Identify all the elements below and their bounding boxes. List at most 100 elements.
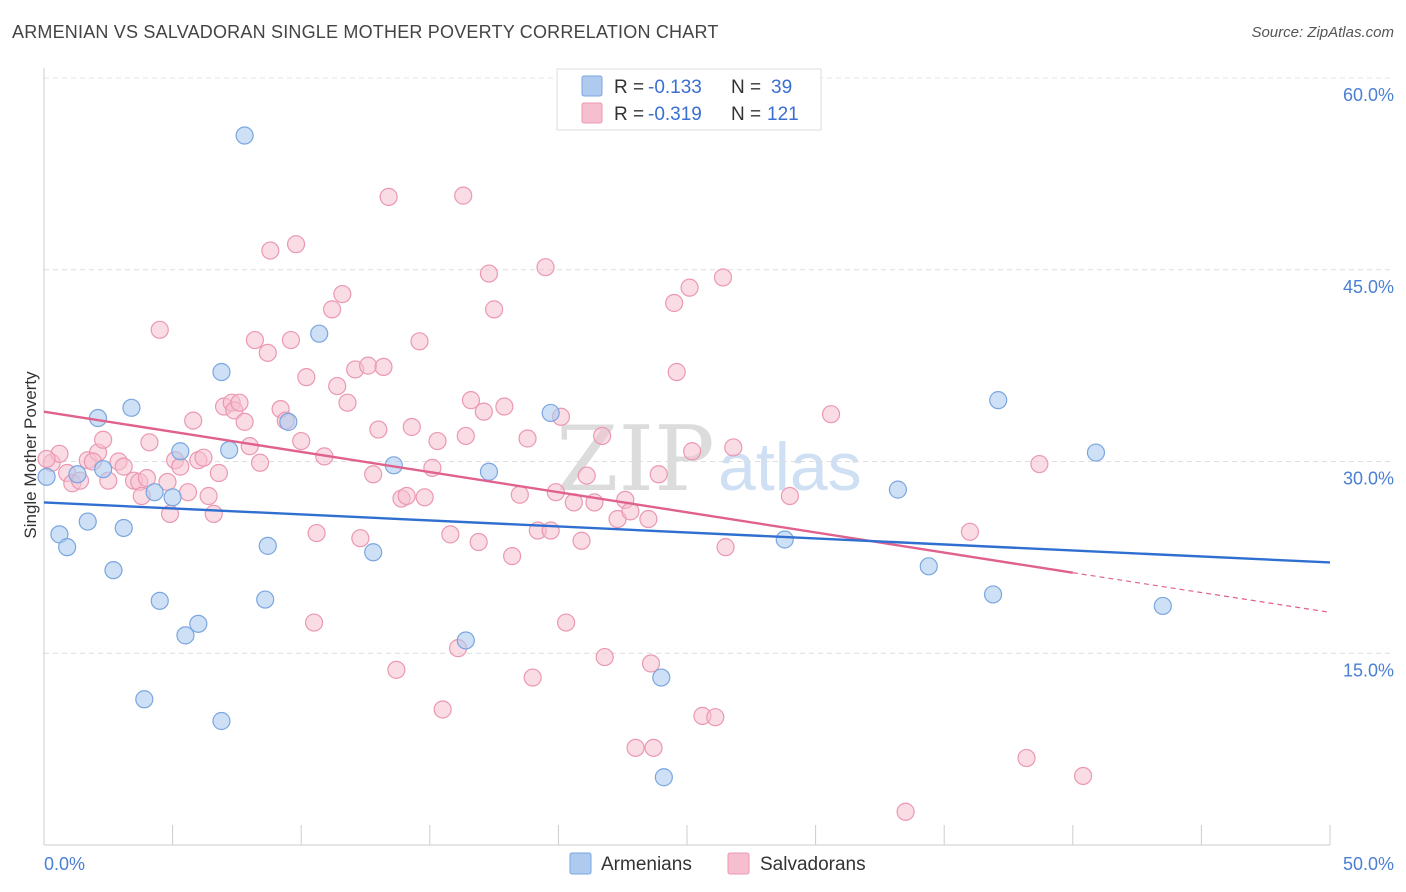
armenian-point	[654, 768, 673, 787]
chart-source: Source: ZipAtlas.com	[1251, 24, 1394, 41]
armenian-point	[58, 538, 77, 557]
salvadoran-point	[140, 433, 159, 452]
armenian-point	[163, 488, 182, 507]
salvadoran-point	[680, 278, 699, 297]
armenian-point	[775, 530, 794, 549]
salvadoran-point	[184, 411, 203, 430]
armenian-point	[456, 631, 475, 650]
trend-lines	[43, 410, 1331, 613]
salvadoran-point	[716, 538, 735, 557]
x-tick-label-max: 50.0%	[1343, 854, 1394, 874]
salvadoran-point	[626, 738, 645, 757]
salvadoran-point	[469, 532, 488, 552]
salvadoran-point	[286, 235, 306, 254]
salvadoran-point	[1073, 766, 1093, 786]
y-tick-label: 45.0%	[1343, 277, 1394, 297]
salvadoran-point	[351, 529, 370, 548]
y-tick-label: 60.0%	[1343, 85, 1394, 105]
salvadoran-point	[724, 438, 743, 457]
salvadoran-point	[503, 546, 522, 566]
salvadoran-point	[456, 426, 475, 446]
salvadoran-point	[683, 442, 702, 461]
salvadoran-point	[369, 420, 388, 439]
salvadoran-point	[250, 453, 270, 472]
armenian-point	[256, 590, 275, 609]
salvadoran-point	[150, 320, 169, 339]
armenian-point	[212, 362, 231, 382]
armenian-point	[189, 614, 208, 633]
salvadoran-point	[541, 521, 560, 540]
salvadoran-point	[379, 187, 398, 206]
legend-r-value-2: -0.319	[648, 104, 702, 125]
armenian-point	[104, 561, 123, 580]
salvadoran-point	[410, 332, 429, 351]
legend-r-label-1: R =	[614, 77, 644, 98]
salvadoran-point	[577, 466, 596, 485]
salvadoran-point	[649, 465, 668, 484]
salvadoran-point	[415, 488, 434, 507]
salvadoran-point	[245, 330, 265, 350]
salvadoran-point	[593, 426, 612, 446]
salvadoran-point	[338, 393, 357, 412]
salvadoran-point	[137, 469, 156, 488]
armenian-point	[171, 442, 190, 461]
salvadoran-point	[474, 402, 493, 421]
armenian-point	[888, 480, 908, 499]
series-salvadorans	[37, 186, 1093, 821]
salvadoran-point	[178, 483, 198, 502]
armenian-point	[1153, 596, 1172, 616]
salvadoran-point	[397, 486, 416, 506]
armenian-point	[541, 403, 560, 423]
salvadoran-trend-line	[43, 410, 1073, 574]
armenian-point	[279, 412, 298, 431]
salvadoran-point	[572, 531, 591, 550]
legend-n-value-1: 39	[771, 77, 792, 98]
legend-n-label-1: N =	[731, 77, 761, 98]
salvadoran-point	[485, 300, 504, 319]
y-axis-title: Single Mother Poverty	[21, 371, 40, 539]
armenian-point	[983, 585, 1003, 604]
salvadoran-point	[461, 391, 481, 410]
salvadoran-point	[402, 417, 421, 437]
x-tick-label-min: 0.0%	[44, 854, 85, 874]
armenian-point	[145, 483, 164, 502]
armenian-point	[220, 440, 239, 460]
armenian-point	[78, 512, 97, 531]
salvadoran-point	[281, 330, 301, 350]
salvadoran-point	[644, 738, 663, 757]
series-armenians	[37, 126, 1172, 787]
armenian-point	[135, 690, 154, 709]
salvadoran-point	[495, 397, 514, 416]
salvadoran-point	[328, 376, 347, 396]
bottom-legend-swatch-armenians	[569, 852, 592, 875]
armenian-point	[114, 518, 133, 538]
salvadoran-point	[230, 393, 249, 412]
salvadoran-point	[454, 186, 473, 205]
armenian-point	[989, 391, 1008, 410]
legend-r-label-2: R =	[614, 104, 644, 125]
salvadoran-point	[433, 700, 452, 719]
y-tick-labels: 15.0% 30.0% 45.0% 60.0%	[1343, 85, 1394, 680]
bottom-legend-armenians: Armenians	[601, 854, 692, 875]
salvadoran-point	[896, 802, 915, 821]
salvadoran-point	[536, 258, 555, 277]
armenian-point	[364, 543, 383, 562]
chart-title: ARMENIAN VS SALVADORAN SINGLE MOTHER POV…	[12, 22, 719, 42]
salvadoran-point	[297, 368, 316, 387]
salvadoran-point	[94, 430, 113, 449]
salvadoran-point	[428, 431, 447, 451]
salvadoran-point	[713, 268, 733, 287]
bottom-legend-salvadorans: Salvadorans	[760, 854, 866, 875]
armenian-point	[258, 536, 277, 555]
legend-r-value-1: -0.133	[648, 77, 702, 98]
salvadoran-point	[37, 449, 56, 469]
salvadoran-point	[171, 457, 190, 476]
salvadoran-point	[479, 264, 499, 283]
armenian-point	[479, 462, 499, 481]
armenian-point	[68, 465, 87, 484]
salvadoran-point	[235, 412, 254, 431]
salvadoran-point	[258, 343, 277, 362]
salvadoran-point	[960, 522, 980, 541]
salvadoran-point	[374, 357, 393, 377]
